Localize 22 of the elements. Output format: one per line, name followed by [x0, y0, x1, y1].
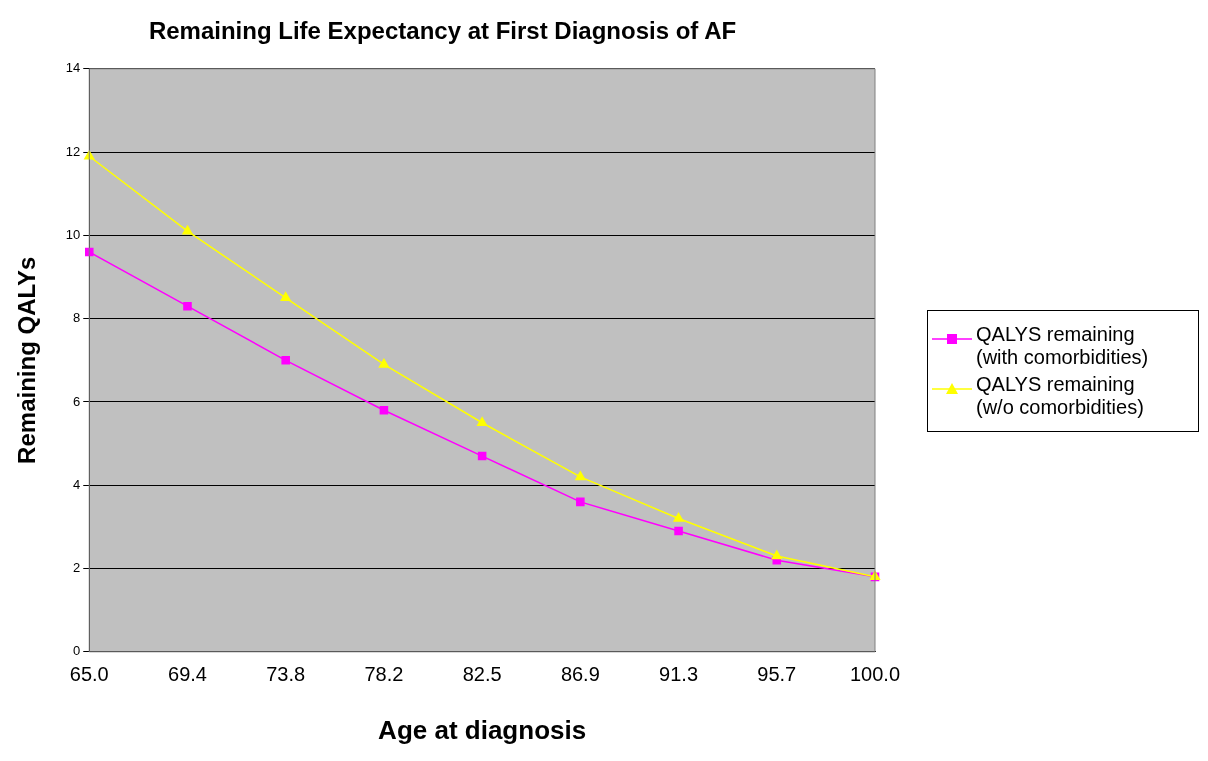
x-tick-label: 73.8: [266, 663, 306, 686]
y-tick-label: 2: [73, 560, 81, 576]
legend-label: QALYS remaining (w/o comorbidities): [976, 373, 1145, 419]
x-tick-label: 78.2: [364, 663, 404, 686]
y-tick-label: 12: [65, 143, 81, 159]
legend-label: QALYS remaining (with comorbidities): [976, 323, 1150, 369]
y-tick-label: 14: [65, 60, 81, 76]
y-tick-label: 8: [73, 310, 81, 326]
x-tick-label: 95.7: [757, 663, 797, 686]
y-axis-title: Remaining QALYs: [13, 256, 41, 464]
x-tick-label: 65.0: [69, 663, 109, 686]
x-tick-label: 91.3: [659, 663, 699, 686]
x-tick-label: 69.4: [168, 663, 207, 686]
x-tick-label: 100.0: [849, 663, 901, 686]
x-tick-label: 86.9: [560, 663, 600, 686]
y-tick-label: 0: [73, 643, 81, 659]
x-tick-label: 82.5: [462, 663, 502, 686]
chart-title: Remaining Life Expectancy at First Diagnosis of AF: [148, 17, 737, 45]
y-tick-label: 4: [73, 476, 81, 492]
y-tick-label: 6: [73, 393, 81, 409]
x-axis-title: Age at diagnosis: [378, 714, 587, 745]
y-tick-label: 10: [65, 226, 81, 242]
